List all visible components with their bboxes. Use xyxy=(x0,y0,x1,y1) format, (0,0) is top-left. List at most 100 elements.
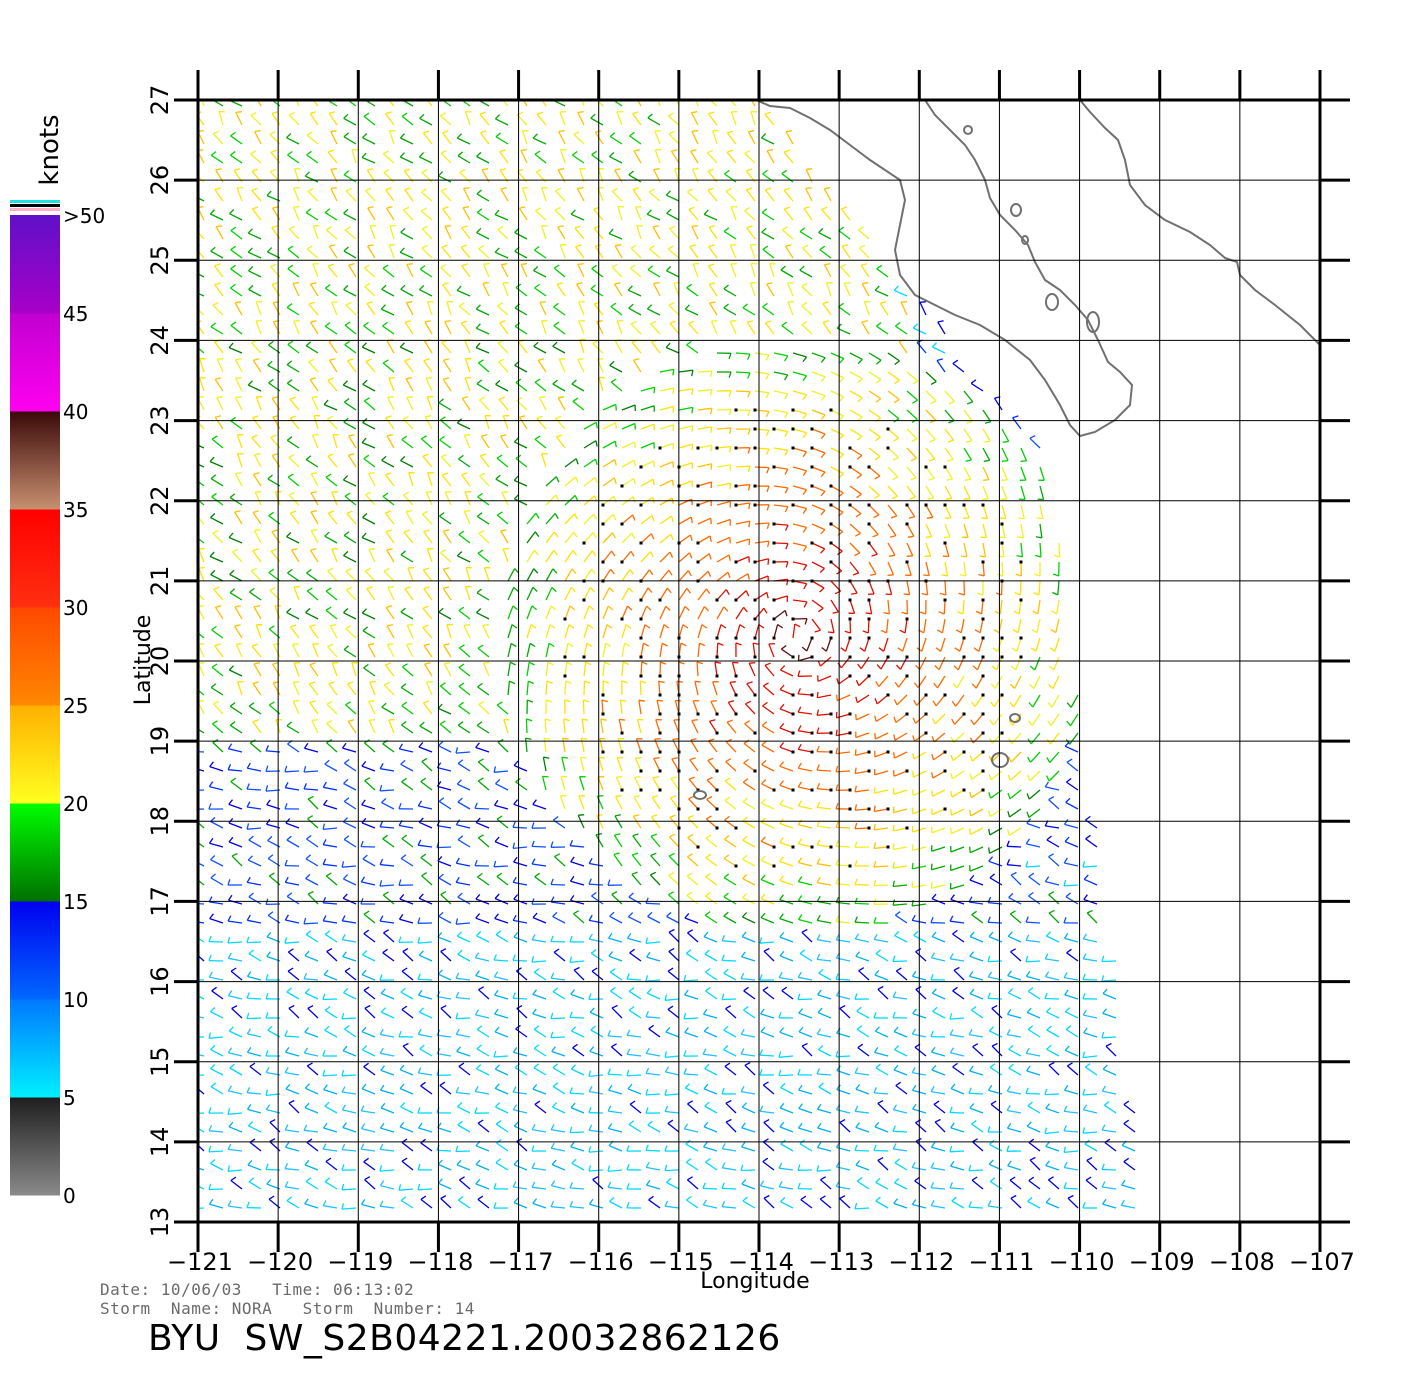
wind-barb-tick xyxy=(1047,720,1052,726)
wind-vector xyxy=(442,378,452,392)
wind-barb-tick xyxy=(360,840,364,847)
wind-barb-tick xyxy=(840,263,847,268)
wind-vector xyxy=(973,713,984,726)
wind-barb-tick xyxy=(380,1102,386,1109)
wind-vector xyxy=(697,463,712,468)
wind-vector xyxy=(306,572,319,582)
wind-vector xyxy=(456,1091,471,1095)
wind-barb-tick xyxy=(760,1026,766,1033)
wind-barb-tick xyxy=(784,355,789,362)
wind-vector xyxy=(716,589,727,601)
rain-flag-marker xyxy=(829,845,833,849)
wind-barb-tick xyxy=(877,985,884,990)
rain-flag-marker xyxy=(563,617,567,621)
wind-vector xyxy=(779,936,794,943)
wind-vector xyxy=(697,389,712,392)
wind-vector xyxy=(456,996,471,1000)
wind-vector xyxy=(931,1051,946,1057)
wind-barb-tick xyxy=(346,586,352,591)
wind-vector xyxy=(708,720,718,734)
wind-vector xyxy=(234,302,243,316)
wind-vector xyxy=(925,580,929,595)
wind-barb-tick xyxy=(766,485,770,493)
wind-barb-tick xyxy=(1006,1104,1011,1111)
wind-vector xyxy=(456,289,471,297)
wind-barb-tick xyxy=(680,642,687,647)
wind-barb-tick xyxy=(265,992,269,1000)
wind-vector xyxy=(659,405,674,411)
wind-vector xyxy=(309,549,319,563)
wind-vector xyxy=(458,458,471,468)
wind-barb-tick xyxy=(765,392,770,399)
wind-barb-tick xyxy=(456,551,463,557)
wind-vector xyxy=(688,208,699,221)
wind-barb-tick xyxy=(572,550,578,556)
wind-vector xyxy=(952,933,965,943)
wind-vector xyxy=(925,504,934,518)
wind-vector xyxy=(686,191,699,202)
wind-barb-tick xyxy=(385,187,392,191)
wind-barb-tick xyxy=(740,1085,745,1092)
rain-flag-marker xyxy=(848,731,852,735)
wind-barb-tick xyxy=(569,839,574,846)
wind-barb-tick xyxy=(322,897,327,904)
wind-vector xyxy=(978,637,984,652)
wind-vector xyxy=(906,371,919,382)
wind-vector xyxy=(994,675,1003,689)
wind-vector xyxy=(716,536,731,544)
wind-vector xyxy=(761,744,775,753)
wind-vector xyxy=(611,266,623,278)
wind-barb-tick xyxy=(699,642,706,647)
wind-vector xyxy=(792,352,807,358)
wind-barb-tick xyxy=(784,431,789,438)
wind-barb-tick xyxy=(323,399,329,406)
wind-barb-tick xyxy=(462,206,470,209)
wind-vector xyxy=(361,804,376,810)
wind-vector xyxy=(993,397,1003,411)
wind-vector xyxy=(228,803,243,810)
rain-flag-marker xyxy=(772,465,776,469)
wind-barb-tick xyxy=(476,151,482,157)
wind-vector xyxy=(461,474,471,487)
wind-barb-tick xyxy=(251,187,258,192)
wind-vector xyxy=(779,976,794,981)
wind-barb-tick xyxy=(284,1030,288,1037)
wind-vector xyxy=(803,208,813,221)
wind-barb-tick xyxy=(890,515,898,519)
wind-vector xyxy=(228,1052,243,1057)
wind-barb-tick xyxy=(361,608,367,614)
wind-vector xyxy=(482,625,490,639)
wind-vector xyxy=(619,700,623,715)
wind-barb-tick xyxy=(361,1026,367,1033)
wind-vector xyxy=(743,1009,756,1019)
wind-vector xyxy=(1104,1104,1117,1114)
wind-vector xyxy=(323,804,338,810)
wind-vector xyxy=(811,504,826,511)
wind-vector xyxy=(249,591,262,601)
wind-barb-tick xyxy=(420,1081,426,1087)
wind-vector xyxy=(323,920,338,924)
wind-vector xyxy=(570,880,585,886)
wind-vector xyxy=(723,915,737,924)
wind-vector xyxy=(577,359,585,373)
wind-barb-tick xyxy=(209,456,215,463)
wind-vector xyxy=(887,409,900,420)
wind-barb-tick xyxy=(422,510,428,515)
wind-vector xyxy=(962,599,965,615)
wind-vector xyxy=(385,207,395,221)
wind-vector xyxy=(868,428,881,438)
wind-vector xyxy=(495,1068,509,1076)
wind-barb-tick xyxy=(210,474,217,480)
rain-flag-marker xyxy=(924,712,928,716)
wind-barb-tick xyxy=(972,665,978,671)
wind-barb-tick xyxy=(368,472,375,475)
wind-vector xyxy=(368,701,376,715)
wind-barb-tick xyxy=(495,779,501,785)
wind-vector xyxy=(382,838,395,848)
wind-vector xyxy=(498,361,509,373)
wind-vector xyxy=(400,554,414,563)
wind-vector xyxy=(893,1109,908,1114)
wind-barb-tick xyxy=(1044,876,1050,882)
rain-flag-marker xyxy=(734,503,738,507)
wind-barb-tick xyxy=(607,605,614,611)
